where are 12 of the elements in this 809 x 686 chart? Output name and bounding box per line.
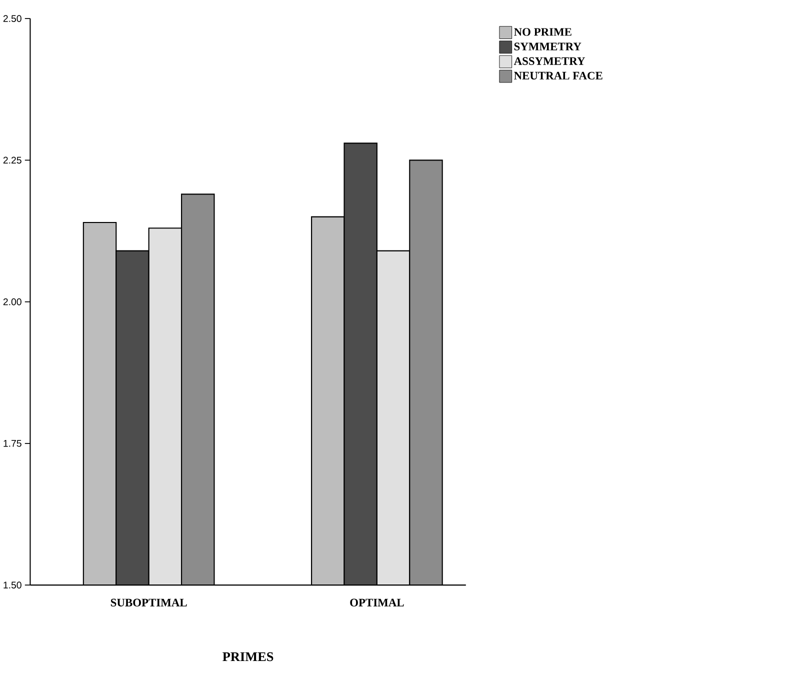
y-tick-label: 2.50	[3, 15, 22, 22]
x-tick-label: OPTIMAL	[350, 598, 404, 607]
y-tick-label: 2.00	[3, 298, 22, 306]
x-axis-title: PRIMES	[222, 652, 274, 662]
legend-label: ASSYMETRY	[514, 57, 586, 66]
y-tick-label: 1.50	[4, 582, 22, 589]
y-tick-label: 1.75	[4, 440, 22, 447]
x-tick-label: SUBOPTIMAL	[110, 598, 187, 607]
legend-label: NEUTRAL FACE	[514, 72, 602, 80]
legend-label: SYMMETRY	[514, 42, 582, 50]
legend-label: NO PRIME	[514, 28, 572, 36]
y-tick-label: 2.25	[3, 156, 22, 164]
